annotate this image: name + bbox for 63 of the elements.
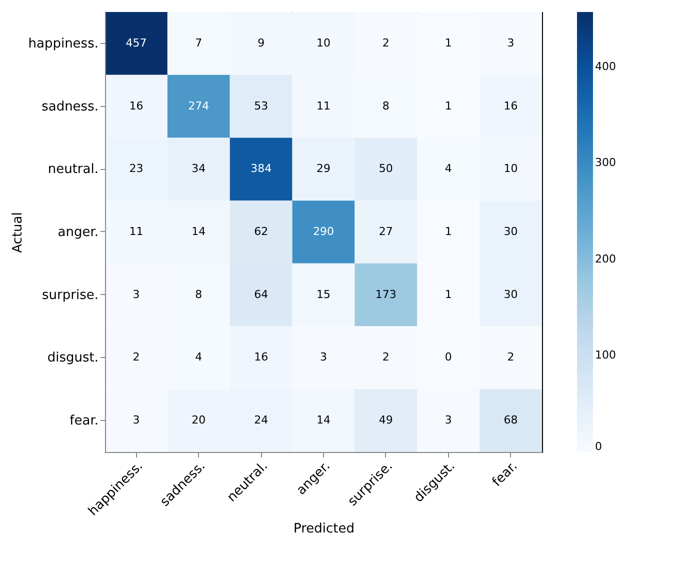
data-label: 24 xyxy=(254,414,268,427)
data-label: 8 xyxy=(195,288,202,301)
color-bar-label: 200 xyxy=(595,252,616,266)
y-tick-label: anger. xyxy=(58,225,98,240)
data-label: 50 xyxy=(378,162,393,176)
y-axis-title: Actual xyxy=(10,212,26,253)
color-bar-label: 100 xyxy=(595,348,616,362)
data-label: 8 xyxy=(382,99,390,112)
data-label: 173 xyxy=(375,288,396,301)
data-label: 16 xyxy=(504,99,518,112)
data-label: 14 xyxy=(192,225,206,238)
data-label: 384 xyxy=(250,162,272,176)
data-label: 11 xyxy=(129,225,144,238)
y-tick-label: surprise. xyxy=(42,288,98,303)
data-label: 457 xyxy=(126,36,147,50)
data-label: 10 xyxy=(504,162,518,176)
data-label: 30 xyxy=(504,225,518,238)
color-bar-label: 300 xyxy=(595,156,616,170)
data-label: 2 xyxy=(382,36,390,50)
y-tick-label: happiness. xyxy=(28,36,98,52)
y-tick-label: sadness. xyxy=(42,99,98,114)
data-label: 9 xyxy=(258,36,265,50)
data-label: 1 xyxy=(444,99,452,112)
data-label: 29 xyxy=(316,162,330,176)
data-label: 3 xyxy=(132,414,140,427)
data-label: 2 xyxy=(382,350,390,364)
data-label: 3 xyxy=(320,350,327,364)
data-label: 3 xyxy=(507,36,514,50)
y-tick-label: fear. xyxy=(70,414,98,429)
data-label: 30 xyxy=(504,288,518,301)
data-label: 1 xyxy=(444,36,452,50)
data-label: 3 xyxy=(132,288,140,301)
data-label: 20 xyxy=(192,414,206,427)
data-label: 15 xyxy=(316,288,330,301)
data-label: 16 xyxy=(129,99,144,112)
data-label: 68 xyxy=(504,414,518,427)
data-label: 16 xyxy=(254,350,268,364)
data-label: 7 xyxy=(195,36,202,50)
data-label: 10 xyxy=(316,36,330,50)
x-axis-title: Predicted xyxy=(293,521,355,536)
data-label: 27 xyxy=(378,225,393,238)
data-label: 274 xyxy=(188,99,210,112)
data-label: 34 xyxy=(192,162,206,176)
data-label: 14 xyxy=(316,414,330,427)
color-bar-label: 400 xyxy=(595,60,616,73)
data-label: 1 xyxy=(444,288,452,301)
color-bar-label: 0 xyxy=(595,440,602,453)
data-label: 62 xyxy=(254,225,268,238)
data-label: 64 xyxy=(254,288,268,301)
data-label: 290 xyxy=(313,225,334,238)
y-tick-label: disgust. xyxy=(47,350,98,366)
data-label: 53 xyxy=(254,99,268,112)
data-label: 1 xyxy=(444,225,452,238)
data-label: 3 xyxy=(444,414,452,427)
data-label: 2 xyxy=(132,350,140,364)
data-label: 0 xyxy=(444,350,452,364)
data-label: 2 xyxy=(507,350,514,364)
data-label: 11 xyxy=(316,99,330,112)
data-label: 49 xyxy=(378,414,393,427)
y-tick-label: neutral. xyxy=(48,162,98,178)
data-label: 4 xyxy=(444,162,452,176)
data-label: 23 xyxy=(129,162,144,176)
data-label: 4 xyxy=(195,350,202,364)
